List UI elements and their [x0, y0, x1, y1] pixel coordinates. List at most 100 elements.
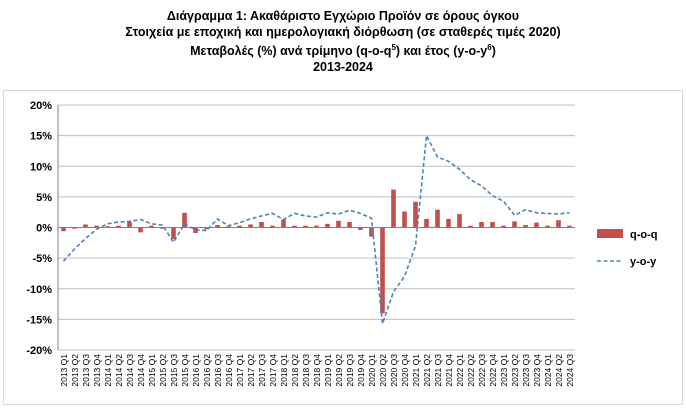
bar-q-o-q [479, 221, 484, 228]
title-line-4: 2013-2024 [313, 60, 373, 75]
x-axis: 2013 Q1 2013 Q2 2013 Q3 2013 Q4 2014 Q1 2014 … [58, 227, 575, 387]
x-tick-label: 2017 Q3 [257, 354, 267, 387]
y-tick-label: 5% [36, 192, 52, 204]
x-tick-label: 2013 Q3 [81, 354, 91, 387]
x-tick-label: 2014 Q1 [103, 354, 113, 387]
bar-q-o-q [336, 220, 341, 228]
title-footnote-5: 5 [391, 43, 396, 52]
bar-q-o-q [523, 225, 528, 228]
x-tick-label: 2018 Q4 [312, 354, 322, 387]
bar-q-o-q [380, 227, 385, 314]
bar-q-o-q [567, 225, 572, 228]
bar-q-o-q [556, 220, 561, 228]
bar-q-o-q [270, 225, 275, 228]
x-tick-label: 2019 Q4 [356, 354, 366, 387]
bar-q-o-q [138, 227, 143, 233]
bar-q-o-q [105, 226, 110, 228]
legend-swatch-q-o-q [597, 229, 623, 238]
y-tick-label: 15% [30, 131, 52, 143]
x-tick-label: 2021 Q4 [444, 354, 454, 387]
bar-q-o-q [314, 225, 319, 228]
bar-q-o-q [303, 225, 308, 228]
legend: q-o-q y-o-y [597, 229, 657, 268]
x-tick-label: 2013 Q1 [59, 354, 69, 387]
x-tick-label: 2019 Q2 [334, 354, 344, 387]
x-tick-label: 2023 Q3 [521, 354, 531, 387]
bar-q-o-q [545, 225, 550, 228]
x-tick-label: 2019 Q1 [323, 354, 333, 387]
legend-label-q-o-q: q-o-q [630, 229, 657, 241]
bar-q-o-q [83, 224, 88, 228]
bar-q-o-q [171, 227, 176, 240]
bar-q-o-q [281, 219, 286, 228]
bar-q-o-q [116, 225, 121, 228]
bar-q-o-q [160, 227, 165, 229]
bar-q-o-q [182, 212, 187, 228]
chart-frame [3, 90, 683, 405]
x-tick-label: 2020 Q1 [367, 354, 377, 387]
bar-q-o-q [457, 214, 462, 228]
x-tick-label: 2019 Q3 [345, 354, 355, 387]
y-tick-label: 20% [30, 100, 52, 112]
bar-q-o-q [534, 222, 539, 228]
bar-q-o-q [215, 225, 220, 228]
bar-q-o-q [94, 225, 99, 228]
x-tick-label: 2013 Q2 [70, 354, 80, 387]
y-tick-label: -20% [26, 345, 52, 357]
x-tick-label: 2018 Q3 [301, 354, 311, 387]
gridlines [58, 104, 575, 351]
bar-q-o-q [72, 227, 77, 229]
x-tick-label: 2017 Q4 [268, 354, 278, 387]
title-line-3-c: ) [491, 44, 496, 59]
bar-q-o-q [512, 221, 517, 228]
x-tick-label: 2024 Q2 [554, 354, 564, 387]
x-tick-label: 2021 Q3 [433, 354, 443, 387]
x-tick-label: 2023 Q1 [499, 354, 509, 387]
x-tick-label: 2016 Q4 [224, 354, 234, 387]
title-line-1: Διάγραμμα 1: Ακαθάριστο Εγχώριο Προϊόν σ… [166, 9, 520, 23]
bar-q-o-q [424, 218, 429, 228]
x-tick-label: 2023 Q4 [532, 354, 542, 387]
bar-q-o-q [193, 227, 198, 234]
x-tick-label: 2021 Q2 [422, 354, 432, 387]
bar-q-o-q [501, 225, 506, 228]
y-axis: 20% 15% 10% 5% 0% -5% -10% -15% -20% [26, 100, 59, 357]
x-tick-label: 2015 Q2 [158, 354, 168, 387]
x-tick-label: 2014 Q4 [136, 354, 146, 387]
bar-q-o-q [204, 227, 209, 230]
bar-q-o-q [402, 211, 407, 228]
x-tick-label: 2018 Q1 [279, 354, 289, 387]
x-tick-label: 2015 Q1 [147, 354, 157, 387]
bar-q-o-q [61, 227, 66, 232]
x-tick-label: 2020 Q4 [400, 354, 410, 387]
bar-q-o-q [391, 189, 396, 228]
x-tick-label: 2022 Q1 [455, 354, 465, 387]
y-tick-label: -5% [32, 253, 52, 265]
x-tick-label: 2021 Q1 [411, 354, 421, 387]
x-tick-label: 2013 Q4 [92, 354, 102, 387]
x-tick-label: 2024 Q3 [565, 354, 575, 387]
bar-q-o-q [358, 227, 363, 230]
x-tick-label: 2018 Q2 [290, 354, 300, 387]
y-tick-label: -15% [26, 314, 52, 326]
bar-q-o-q [347, 221, 352, 228]
bar-q-o-q [237, 225, 242, 228]
bar-q-o-q [259, 221, 264, 228]
y-tick-label: 0% [36, 223, 52, 235]
y-tick-label: -10% [26, 284, 52, 296]
chart-title: Διάγραμμα 1: Ακαθάριστο Εγχώριο Προϊόν σ… [0, 8, 686, 75]
x-tick-label: 2015 Q4 [180, 354, 190, 387]
bar-q-o-q [490, 221, 495, 228]
x-tick-label: 2014 Q3 [125, 354, 135, 387]
x-tick-label: 2016 Q1 [191, 354, 201, 387]
x-tick-label: 2016 Q2 [202, 354, 212, 387]
x-tick-label: 2024 Q1 [543, 354, 553, 387]
x-tick-label: 2023 Q2 [510, 354, 520, 387]
x-tick-label: 2020 Q3 [389, 354, 399, 387]
bar-q-o-q [127, 221, 132, 228]
bar-q-o-q [413, 201, 418, 228]
x-tick-label: 2014 Q2 [114, 354, 124, 387]
x-tick-label: 2016 Q3 [213, 354, 223, 387]
bar-q-o-q [468, 225, 473, 228]
